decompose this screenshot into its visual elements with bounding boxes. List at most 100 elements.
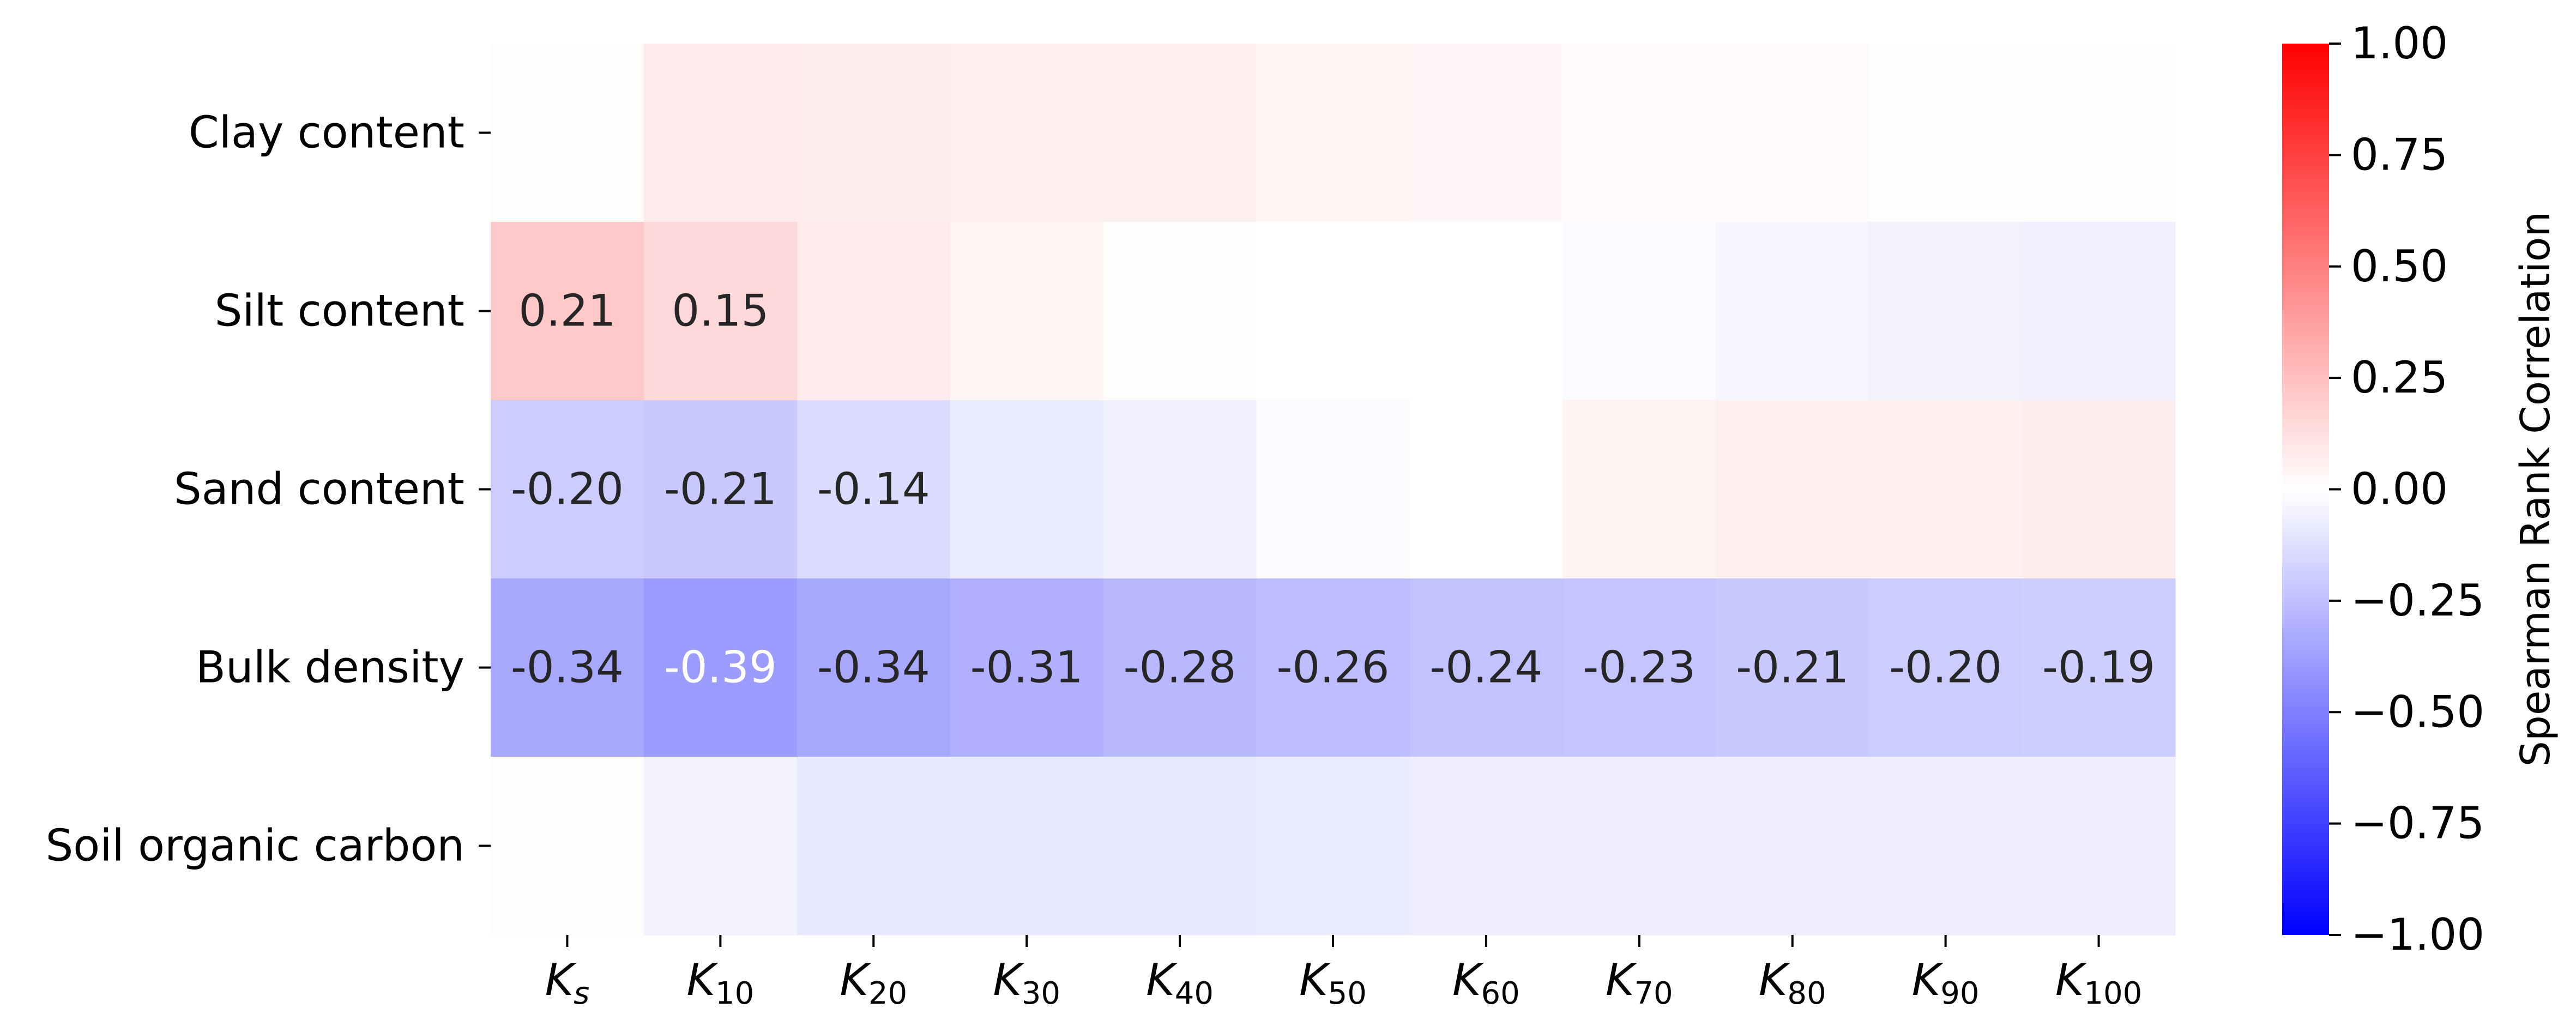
heatmap-cell <box>1869 400 2023 579</box>
x-tick-label: K70 <box>1606 955 1673 1011</box>
cell-value-label: -0.19 <box>2042 642 2155 693</box>
heatmap-cells <box>491 44 2176 936</box>
heatmap-cell <box>1103 222 1257 401</box>
heatmap-cell <box>2022 757 2176 936</box>
heatmap-cell <box>1716 757 1869 936</box>
colorbar-tick-label: 0.00 <box>2351 464 2448 515</box>
colorbar-gradient <box>2282 44 2329 935</box>
heatmap-cell <box>950 222 1104 401</box>
colorbar-tick-label: −0.50 <box>2351 686 2484 737</box>
heatmap-cell <box>950 400 1104 579</box>
cell-value-label: -0.21 <box>664 464 777 515</box>
y-tick-label: Bulk density <box>196 642 464 693</box>
y-tick-label: Clay content <box>189 107 464 158</box>
heatmap-cell <box>643 757 798 936</box>
heatmap-cell <box>797 44 951 222</box>
x-tick-label: K80 <box>1759 955 1826 1011</box>
heatmap-cell <box>950 578 1104 757</box>
heatmap-cell <box>491 757 644 936</box>
heatmap-cell <box>1409 44 1563 222</box>
heatmap-cell <box>1256 222 1410 401</box>
heatmap-cell <box>1563 578 1716 757</box>
heatmap-cell <box>950 757 1104 936</box>
heatmap-cell <box>1103 757 1257 936</box>
heatmap-cell <box>1256 44 1410 222</box>
colorbar-ticks: 1.00 0.75 0.50 0.25 0.00 −0.25 −0.50 −0.75 −1.00 <box>2329 18 2484 960</box>
cell-value-label: -0.21 <box>1736 642 1849 693</box>
colorbar-label: Spearman Rank Correlation <box>2512 212 2559 767</box>
colorbar-tick-label: −1.00 <box>2351 909 2484 960</box>
x-axis: Ks K10 K20 K30 K40 K50 K60 K70 K80 K90 K100 <box>545 935 2142 1011</box>
y-tick-label: Soil organic carbon <box>45 820 464 871</box>
heatmap-cell <box>1256 578 1410 757</box>
colorbar-tick-label: 1.00 <box>2351 18 2448 69</box>
heatmap-cell <box>491 44 644 222</box>
heatmap-cell <box>491 400 644 579</box>
heatmap-cell <box>1563 757 1716 936</box>
heatmap-cell <box>1103 44 1257 222</box>
x-tick-label: K30 <box>993 955 1060 1011</box>
cell-value-label: 0.15 <box>672 286 769 336</box>
cell-value-label: 0.21 <box>518 286 616 336</box>
y-axis: Clay content Silt content Sand content Bulk… <box>45 107 491 871</box>
heatmap-cell <box>2022 44 2176 222</box>
heatmap-cell <box>797 400 951 579</box>
x-tick-label: K90 <box>1912 955 1980 1011</box>
cell-value-label: -0.34 <box>511 642 624 693</box>
heatmap-cell <box>2022 578 2176 757</box>
colorbar: 1.00 0.75 0.50 0.25 0.00 −0.25 −0.50 −0.75 −1.00… <box>2282 18 2559 960</box>
colorbar-tick-label: −0.75 <box>2351 798 2484 849</box>
x-tick-label: Ks <box>545 955 590 1011</box>
x-tick-label: K100 <box>2055 955 2142 1011</box>
cell-value-label: -0.31 <box>970 642 1083 693</box>
x-tick-label: K10 <box>686 955 754 1011</box>
colorbar-tick-label: −0.25 <box>2351 575 2484 626</box>
x-tick-label: K60 <box>1452 955 1520 1011</box>
heatmap-cell <box>491 222 644 401</box>
heatmap-cell <box>1563 400 1716 579</box>
heatmap-cell <box>1716 578 1869 757</box>
cell-value-label: -0.14 <box>817 464 930 515</box>
heatmap-cell <box>1716 400 1869 579</box>
heatmap-cell <box>1869 578 2023 757</box>
heatmap-cell <box>1563 222 1716 401</box>
heatmap-cell <box>1409 400 1563 579</box>
heatmap-cell <box>643 400 798 579</box>
heatmap-cell <box>1716 44 1869 222</box>
heatmap-cell <box>491 578 644 757</box>
heatmap-cell <box>797 578 951 757</box>
cell-value-label: -0.26 <box>1277 642 1390 693</box>
heatmap-cell <box>1716 222 1869 401</box>
heatmap-cell <box>1103 578 1257 757</box>
heatmap-cell <box>2022 400 2176 579</box>
cell-value-label: -0.39 <box>664 642 777 693</box>
cell-value-label: -0.20 <box>511 464 624 515</box>
heatmap-cell <box>1563 44 1716 222</box>
heatmap-cell <box>1869 222 2023 401</box>
heatmap-cell <box>797 757 951 936</box>
heatmap-cell <box>1103 400 1257 579</box>
colorbar-tick-label: 0.50 <box>2351 241 2448 292</box>
heatmap-cell <box>643 44 798 222</box>
cell-value-label: -0.28 <box>1124 642 1236 693</box>
colorbar-tick-label: 0.75 <box>2351 129 2448 180</box>
heatmap-cell <box>643 578 798 757</box>
heatmap-cell <box>1869 757 2023 936</box>
heatmap-cell <box>1409 757 1563 936</box>
x-tick-label: K50 <box>1299 955 1367 1011</box>
heatmap-cell <box>1256 757 1410 936</box>
heatmap-cell <box>1869 44 2023 222</box>
heatmap-cell <box>797 222 951 401</box>
y-tick-label: Sand content <box>174 464 464 515</box>
heatmap-cell <box>2022 222 2176 401</box>
x-tick-label: K40 <box>1146 955 1214 1011</box>
cell-labels: 0.21 0.15 -0.20 -0.21 -0.14 -0.34 -0.39 -0.34 -0… <box>511 286 2155 693</box>
heatmap-cell <box>950 44 1104 222</box>
heatmap-cell <box>1409 578 1563 757</box>
heatmap-cell <box>1409 222 1563 401</box>
colorbar-tick-label: 0.25 <box>2351 352 2448 403</box>
y-tick-label: Silt content <box>215 286 464 336</box>
x-tick-label: K20 <box>840 955 907 1011</box>
heatmap-cell <box>643 222 798 401</box>
